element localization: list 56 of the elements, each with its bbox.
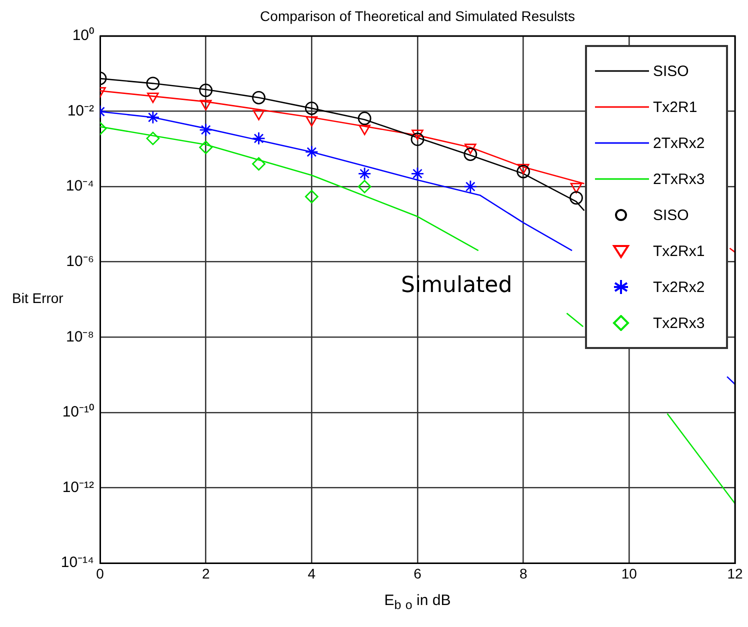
x-tick-label: 10 <box>621 565 638 582</box>
y-tick-label: 10⁻⁸ <box>66 328 94 346</box>
legend-label: Tx2Rx3 <box>653 314 705 332</box>
point <box>199 123 213 137</box>
y-tick-label: 10⁰ <box>72 27 94 44</box>
x-tick-label: 0 <box>96 565 104 582</box>
x-tick-label: 2 <box>202 565 210 582</box>
x-tick-label: 6 <box>414 565 422 582</box>
x-tick-label: 8 <box>519 565 528 582</box>
point <box>252 110 265 120</box>
y-tick-label: 10⁻⁴ <box>66 178 94 195</box>
point <box>358 112 372 126</box>
point <box>464 148 478 161</box>
point <box>464 180 478 194</box>
point <box>146 132 160 146</box>
point <box>412 130 424 140</box>
y-tick-label: 10⁻¹⁰ <box>62 404 94 421</box>
y-tick-label: 10⁻² <box>67 102 94 120</box>
legend-label: 2TxRx2 <box>653 134 705 152</box>
point <box>146 76 160 90</box>
point <box>358 124 370 136</box>
point <box>304 145 318 159</box>
point <box>358 166 372 180</box>
point <box>252 90 266 104</box>
point <box>464 144 476 154</box>
legend-label: Tx2Rx1 <box>653 242 705 260</box>
chart-title: Comparison of Theoretical and Simulated Resulsts <box>259 8 576 24</box>
legend-label: Tx2R1 <box>653 98 698 116</box>
point <box>199 140 213 154</box>
y-axis-title: Bit Error <box>12 290 64 306</box>
legend-label: 2TxRx3 <box>653 170 705 188</box>
point <box>147 92 159 104</box>
point <box>358 180 372 194</box>
x-tick-label: 4 <box>308 565 316 582</box>
legend-label: Tx2Rx2 <box>653 278 705 296</box>
x-tick-label: 12 <box>727 565 743 582</box>
point <box>200 100 212 110</box>
y-tick-label: 10⁻¹² <box>62 478 94 496</box>
point <box>304 190 318 204</box>
point <box>570 182 582 194</box>
point <box>252 157 266 171</box>
y-tick-label: 10⁻⁶ <box>66 253 94 270</box>
point <box>410 132 424 146</box>
point <box>306 116 318 127</box>
point <box>410 166 424 180</box>
point <box>199 84 213 98</box>
point <box>570 191 583 205</box>
point <box>252 132 266 146</box>
point <box>517 164 530 174</box>
point <box>146 110 160 124</box>
x-axis-title: E$_{b}$ $_{o}$ in dB <box>383 592 452 612</box>
point <box>304 102 318 116</box>
y-tick-label: 10⁻¹⁴ <box>60 554 94 572</box>
point <box>516 164 530 178</box>
legend-label: SISO <box>653 206 689 224</box>
legend-label: SISO <box>653 62 689 80</box>
